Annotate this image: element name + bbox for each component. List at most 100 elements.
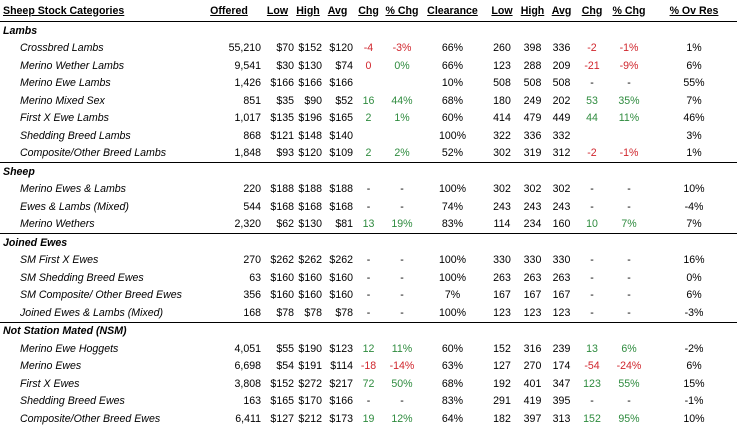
value-cell: 302	[552, 183, 571, 196]
value-cell: 44%	[391, 94, 413, 107]
value-cell: 7%	[686, 94, 702, 107]
column-header: Avg	[546, 0, 577, 22]
value-cell: 44	[586, 112, 598, 125]
category-name-cell: SM Shedding Breed Ewes	[20, 271, 144, 284]
value-cell: -18	[360, 360, 377, 373]
category-name-cell: Merino Wether Lambs	[20, 59, 125, 72]
value-cell: -	[400, 289, 404, 302]
value-cell: 2	[365, 147, 372, 160]
value-cell: 1%	[686, 42, 702, 55]
value-cell: 508	[523, 77, 542, 90]
value-cell: -	[366, 200, 371, 213]
empty-cell	[651, 321, 737, 340]
value-cell: 182	[493, 412, 511, 425]
value-cell: 1,848	[234, 147, 261, 160]
value-cell: 449	[552, 112, 571, 125]
value-cell	[577, 127, 607, 145]
value-cell: -	[400, 271, 404, 284]
value-cell: $120	[298, 147, 322, 160]
empty-cell	[353, 162, 384, 181]
value-cell: 13	[362, 218, 375, 231]
table-row: Shedding Breed Lambs 868 $121 $148 $140 100% 3…	[0, 127, 737, 145]
empty-cell	[519, 22, 546, 40]
value-cell: -	[627, 77, 631, 90]
table-row: SM Composite/ Other Breed Ewes 356 $160 $16…	[0, 287, 737, 305]
value-cell: 63%	[441, 360, 464, 373]
value-cell: 10%	[683, 183, 705, 196]
value-cell: 270	[243, 254, 261, 267]
value-cell: -	[400, 254, 404, 267]
value-cell: 243	[523, 200, 542, 213]
value-cell: -54	[584, 360, 600, 373]
value-cell: 401	[523, 377, 542, 390]
table-row: Merino Wethers 2,320 $62 $130 $81 13 19% 83% 114…	[0, 216, 737, 234]
value-cell: 302	[523, 183, 542, 196]
value-cell: 19	[362, 412, 375, 425]
value-cell: $191	[298, 360, 322, 373]
value-cell: 66%	[441, 59, 464, 72]
value-cell: 313	[552, 412, 571, 425]
value-cell: 0%	[686, 271, 702, 284]
value-cell: -3%	[392, 42, 412, 55]
value-cell: 167	[493, 289, 511, 302]
value-cell: 13	[586, 342, 598, 355]
value-cell: 100%	[438, 129, 467, 142]
table-row: Shedding Breed Ewes 163 $165 $170 $166- -83% 2…	[0, 393, 737, 411]
value-cell: 60%	[441, 112, 464, 125]
value-cell: 302	[493, 183, 511, 196]
column-header: High	[519, 0, 546, 22]
category-name-cell: Joined Ewes & Lambs (Mixed)	[20, 306, 164, 319]
value-cell: $262	[270, 254, 294, 267]
section-title: Not Station Mated (NSM)	[0, 321, 197, 340]
value-cell: 46%	[683, 112, 705, 125]
value-cell: 100%	[438, 271, 467, 284]
value-cell: -24%	[616, 360, 642, 373]
empty-cell	[485, 22, 519, 40]
table-row: Merino Mixed Sex 851 $35 $90 $52 16 44% 68% 180 2…	[0, 92, 737, 110]
value-cell: 192	[493, 377, 511, 390]
empty-cell	[384, 162, 420, 181]
section-header-row: Sheep	[0, 162, 737, 181]
empty-cell	[294, 321, 322, 340]
empty-cell	[577, 22, 607, 40]
value-cell: -	[400, 395, 404, 408]
column-header: Avg	[322, 0, 353, 22]
value-cell: -	[590, 395, 594, 408]
value-cell: 263	[493, 271, 511, 284]
value-cell: -	[400, 183, 404, 196]
value-cell: $166	[270, 77, 294, 90]
value-cell: 508	[552, 77, 571, 90]
value-cell: 220	[243, 183, 261, 196]
value-cell: 270	[523, 360, 542, 373]
empty-cell	[261, 321, 294, 340]
section-header-row: Not Station Mated (NSM)	[0, 321, 737, 340]
value-cell: 356	[243, 289, 261, 302]
value-cell: 1%	[686, 147, 702, 160]
empty-cell	[546, 233, 577, 252]
value-cell: 16	[362, 94, 375, 107]
value-cell: 68%	[441, 94, 464, 107]
value-cell: 68%	[441, 377, 464, 390]
value-cell: $78	[276, 306, 294, 319]
value-cell: -21	[584, 59, 600, 72]
value-cell: 60%	[441, 342, 464, 355]
value-cell: 330	[493, 254, 511, 267]
empty-cell	[261, 22, 294, 40]
value-cell: 6%	[686, 360, 702, 373]
empty-cell	[651, 162, 737, 181]
value-cell: 263	[552, 271, 571, 284]
value-cell: 9,541	[234, 59, 261, 72]
value-cell: $160	[270, 271, 294, 284]
empty-cell	[420, 233, 485, 252]
value-cell: 336	[552, 42, 571, 55]
value-cell: $148	[298, 129, 322, 142]
empty-cell	[261, 233, 294, 252]
empty-cell	[197, 233, 261, 252]
value-cell	[384, 127, 420, 145]
value-cell: $114	[330, 360, 353, 373]
value-cell: $168	[298, 200, 322, 213]
value-cell: 11%	[391, 342, 413, 355]
value-cell: -	[366, 289, 371, 302]
column-header: % Chg	[384, 0, 420, 22]
value-cell: $262	[298, 254, 322, 267]
